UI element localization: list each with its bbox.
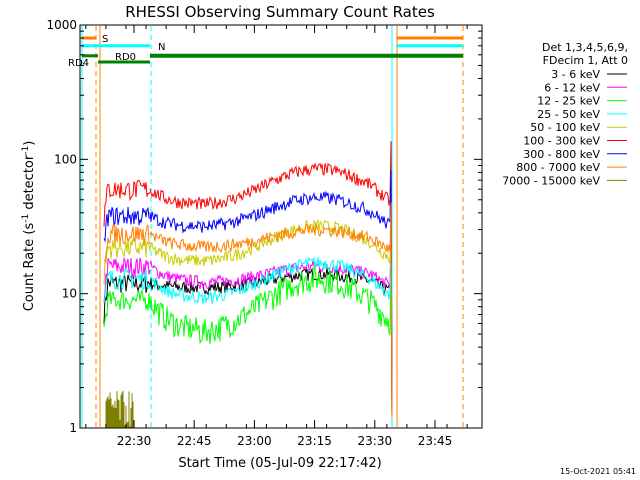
y-tick-label: 1000: [46, 18, 77, 32]
state-label-n: N: [158, 42, 165, 53]
plot-area: S N RD0 RD4: [68, 26, 464, 428]
x-tick-label: 22:45: [177, 434, 212, 448]
state-label-s: S: [102, 34, 108, 45]
x-tick-label: 23:45: [418, 434, 453, 448]
legend-label: 6 - 12 keV: [544, 81, 600, 94]
x-tick-label: 23:00: [237, 434, 272, 448]
y-tick-label: 100: [54, 152, 77, 166]
series-line: [103, 235, 393, 418]
y-tick-label: 10: [62, 287, 77, 301]
legend: Det 1,3,4,5,6,9, FDecim 1, Att 0 3 - 6 k…: [502, 41, 628, 187]
legend-label: 100 - 300 keV: [523, 135, 600, 148]
legend-label: 50 - 100 keV: [530, 121, 600, 134]
series-line: [105, 390, 134, 428]
state-label-rd4: RD4: [68, 58, 89, 69]
legend-label: 25 - 50 keV: [537, 108, 600, 121]
x-tick-label: 23:15: [297, 434, 332, 448]
y-tick-label: 1: [69, 421, 77, 435]
y-axis: 1 10 100 1000: [46, 18, 482, 435]
state-label-rd0: RD0: [115, 52, 136, 63]
timestamp: 15-Oct-2021 05:41: [560, 467, 636, 476]
series-line: [103, 198, 393, 418]
chart-title: RHESSI Observing Summary Count Rates: [125, 3, 435, 21]
legend-label: 300 - 800 keV: [523, 148, 600, 161]
x-tick-label: 23:30: [358, 434, 393, 448]
series-line: [103, 250, 393, 418]
legend-label: 800 - 7000 keV: [516, 161, 600, 174]
series-line: [103, 170, 393, 418]
plot-frame: [79, 24, 483, 429]
legend-label: 7000 - 15000 keV: [502, 174, 600, 187]
x-axis-label: Start Time (05-Jul-09 22:17:42): [178, 456, 381, 471]
series-line: [103, 202, 393, 418]
series-line: [103, 141, 393, 418]
x-tick-label: 22:30: [117, 434, 152, 448]
legend-label: 12 - 25 keV: [537, 95, 600, 108]
legend-header-line1: Det 1,3,4,5,6,9,: [542, 41, 628, 54]
legend-label: 3 - 6 keV: [551, 68, 600, 81]
y-axis-label: Count Rate (s-1 detector-1): [21, 141, 37, 312]
x-axis: 22:30 22:45 23:00 23:15 23:30 23:45: [85, 25, 468, 448]
legend-header-line2: FDecim 1, Att 0: [543, 54, 628, 67]
